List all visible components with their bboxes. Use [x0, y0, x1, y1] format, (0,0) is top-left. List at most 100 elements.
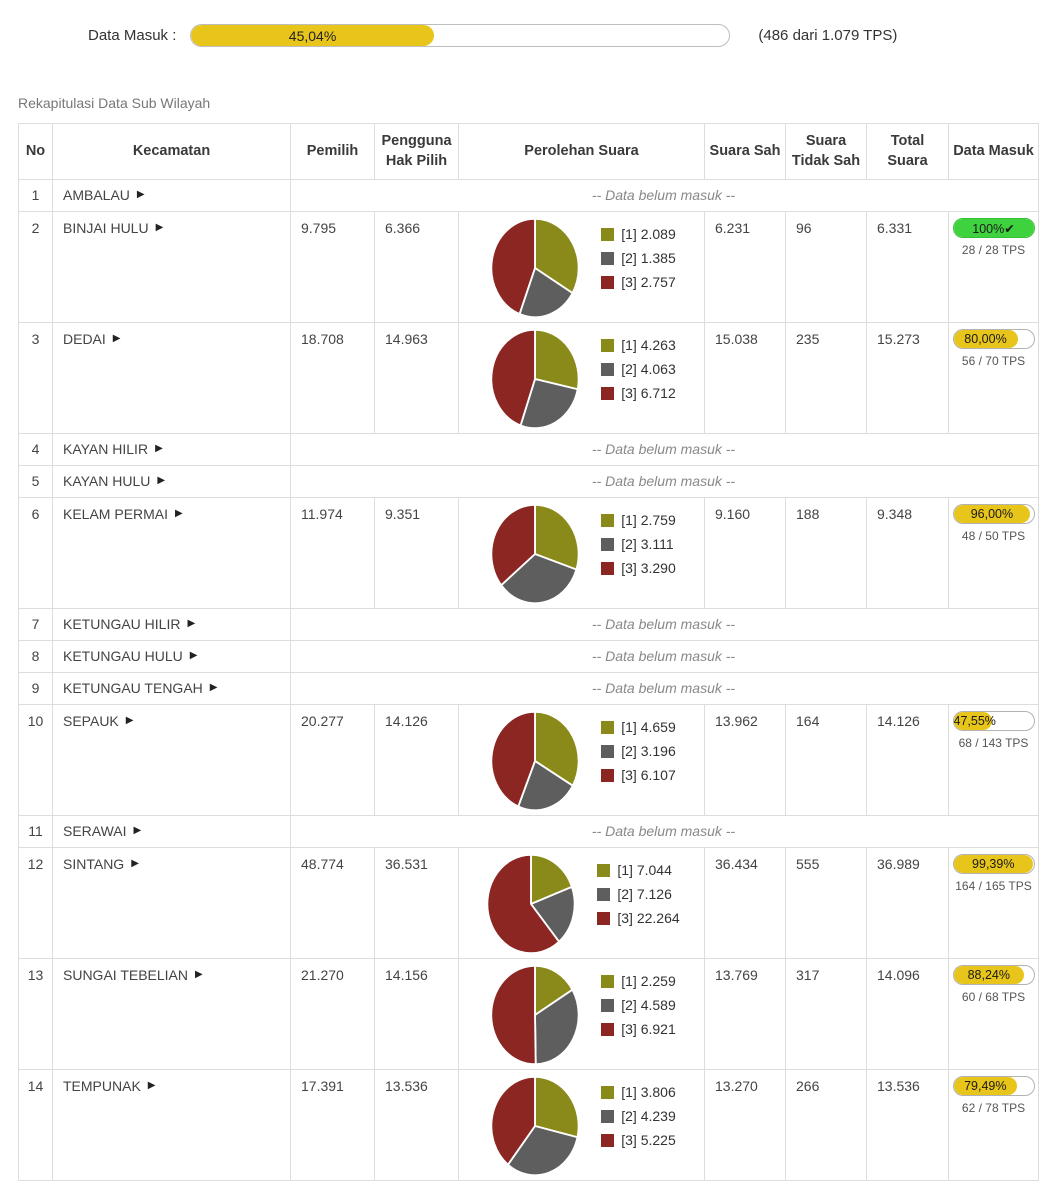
kecamatan-link[interactable]: AMBALAU ▶: [63, 187, 145, 203]
legend-item: [1] 4.659: [601, 719, 676, 735]
row-number: 7: [18, 608, 53, 642]
kecamatan-link[interactable]: BINJAI HULU ▶: [63, 220, 163, 236]
legend-swatch: [601, 275, 615, 289]
legend-swatch: [601, 386, 615, 400]
total-suara-value: 13.536: [866, 1069, 949, 1182]
suara-tidak-sah-value: 188: [785, 497, 867, 610]
table-row: 2 BINJAI HULU ▶ 9.795 6.366 [1] 2.089 [2…: [18, 211, 1039, 324]
row-number: 11: [18, 815, 53, 849]
total-suara-value: 14.126: [866, 704, 949, 817]
suara-tidak-sah-value: 96: [785, 211, 867, 324]
suara-tidak-sah-value: 317: [785, 958, 867, 1071]
column-header: Kecamatan: [52, 122, 291, 181]
expand-arrow-icon: ▶: [125, 715, 134, 727]
legend-label: [1] 7.044: [617, 862, 672, 879]
legend-item: [1] 2.759: [601, 512, 676, 528]
legend-label: [2] 4.589: [621, 997, 676, 1014]
expand-arrow-icon: ▶: [189, 650, 198, 662]
vote-legend: [1] 2.759 [2] 3.111 [3] 3.290: [601, 512, 676, 576]
legend-swatch: [597, 911, 611, 925]
vote-legend: [1] 3.806 [2] 4.239 [3] 5.225: [601, 1084, 676, 1148]
tps-count: 62 / 78 TPS: [961, 1101, 1026, 1116]
perolehan-suara-cell: [1] 3.806 [2] 4.239 [3] 5.225: [458, 1069, 705, 1182]
data-masuk-cell: 80,00% 56 / 70 TPS: [948, 322, 1039, 435]
legend-item: [3] 2.757: [601, 274, 676, 290]
pemilih-value: 11.974: [290, 497, 375, 610]
suara-sah-value: 6.231: [704, 211, 786, 324]
pemilih-value: 17.391: [290, 1069, 375, 1182]
total-suara-value: 14.096: [866, 958, 949, 1071]
kecamatan-link[interactable]: DEDAI ▶: [63, 331, 121, 347]
vote-legend: [1] 4.263 [2] 4.063 [3] 6.712: [601, 337, 676, 401]
column-header: Pengguna Hak Pilih: [374, 122, 459, 181]
vote-share-pie-chart: [486, 853, 576, 955]
kecamatan-cell: KETUNGAU HILIR ▶: [52, 608, 291, 642]
pemilih-value: 20.277: [290, 704, 375, 817]
results-table: No Kecamatan Pemilih Pengguna Hak Pilih Pero…: [18, 122, 1039, 1182]
row-number: 3: [18, 322, 53, 435]
legend-swatch: [601, 362, 615, 376]
kecamatan-link[interactable]: KAYAN HILIR ▶: [63, 441, 163, 457]
data-masuk-badge: 96,00%: [952, 504, 1035, 525]
perolehan-suara-cell: [1] 4.659 [2] 3.196 [3] 6.107: [458, 704, 705, 817]
expand-arrow-icon: ▶: [209, 682, 218, 694]
column-header: Suara Sah: [704, 122, 786, 181]
kecamatan-cell: KAYAN HILIR ▶: [52, 433, 291, 467]
tps-count: 164 / 165 TPS: [955, 879, 1032, 894]
no-data-cell: -- Data belum masuk --: [290, 640, 1039, 674]
column-header: Perolehan Suara: [458, 122, 705, 181]
legend-swatch: [601, 251, 615, 265]
vote-legend: [1] 7.044 [2] 7.126 [3] 22.264: [597, 862, 680, 926]
table-header-row: No Kecamatan Pemilih Pengguna Hak Pilih Pero…: [18, 122, 1039, 181]
kecamatan-cell: KELAM PERMAI ▶: [52, 497, 291, 610]
pengguna-hak-pilih-value: 13.536: [374, 1069, 459, 1182]
data-masuk-percent: 79,49%: [964, 1079, 1007, 1094]
row-number: 12: [18, 847, 53, 960]
legend-label: [1] 3.806: [621, 1084, 676, 1101]
kecamatan-link[interactable]: TEMPUNAK ▶: [63, 1078, 156, 1094]
legend-swatch: [601, 720, 615, 734]
pemilih-value: 18.708: [290, 322, 375, 435]
kecamatan-link[interactable]: SEPAUK ▶: [63, 713, 133, 729]
legend-item: [1] 4.263: [601, 337, 676, 353]
vote-share-pie-chart: [490, 217, 580, 319]
table-row: 3 DEDAI ▶ 18.708 14.963 [1] 4.263 [2] 4.…: [18, 322, 1039, 435]
legend-label: [2] 4.063: [621, 361, 676, 378]
legend-item: [3] 5.225: [601, 1132, 676, 1148]
kecamatan-label: KETUNGAU TENGAH: [63, 680, 203, 697]
kecamatan-link[interactable]: SINTANG ▶: [63, 856, 139, 872]
legend-label: [1] 2.089: [621, 226, 676, 243]
kecamatan-link[interactable]: KAYAN HULU ▶: [63, 473, 165, 489]
legend-item: [1] 3.806: [601, 1084, 676, 1100]
column-header: Suara Tidak Sah: [785, 122, 867, 181]
kecamatan-link[interactable]: KELAM PERMAI ▶: [63, 506, 183, 522]
legend-swatch: [601, 227, 615, 241]
legend-swatch: [601, 744, 615, 758]
kecamatan-link[interactable]: KETUNGAU HULU ▶: [63, 648, 198, 664]
legend-item: [3] 6.712: [601, 385, 676, 401]
kecamatan-label: SEPAUK: [63, 713, 119, 730]
data-masuk-percent: 99,39%: [972, 857, 1015, 872]
legend-label: [1] 4.263: [621, 337, 676, 354]
complete-check-icon: ✔: [1004, 221, 1015, 236]
vote-share-pie-chart: [490, 1075, 580, 1177]
progress-bar: 45,04%: [190, 24, 731, 47]
data-masuk-badge: 99,39%: [952, 854, 1035, 875]
no-data-cell: -- Data belum masuk --: [290, 465, 1039, 499]
legend-item: [3] 6.107: [601, 767, 676, 783]
kecamatan-link[interactable]: SUNGAI TEBELIAN ▶: [63, 967, 203, 983]
expand-arrow-icon: ▶: [175, 508, 183, 520]
perolehan-suara-cell: [1] 2.089 [2] 1.385 [3] 2.757: [458, 211, 705, 324]
legend-label: [2] 1.385: [621, 250, 676, 267]
kecamatan-label: DEDAI: [63, 331, 106, 348]
pengguna-hak-pilih-value: 14.156: [374, 958, 459, 1071]
kecamatan-link[interactable]: SERAWAI ▶: [63, 823, 141, 839]
expand-arrow-icon: ▶: [157, 475, 166, 487]
legend-item: [2] 4.589: [601, 997, 676, 1013]
suara-tidak-sah-value: 555: [785, 847, 867, 960]
expand-arrow-icon: ▶: [131, 858, 139, 870]
kecamatan-cell: SERAWAI ▶: [52, 815, 291, 849]
legend-swatch: [601, 513, 615, 527]
kecamatan-link[interactable]: KETUNGAU TENGAH ▶: [63, 680, 217, 696]
kecamatan-link[interactable]: KETUNGAU HILIR ▶: [63, 616, 195, 632]
